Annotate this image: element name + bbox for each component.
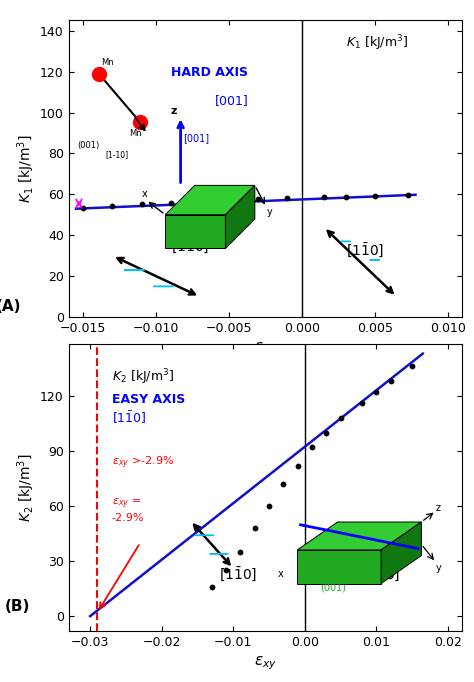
Point bbox=[237, 546, 244, 557]
X-axis label: $\varepsilon_{xy}$: $\varepsilon_{xy}$ bbox=[254, 654, 277, 672]
Text: HARD AXIS: HARD AXIS bbox=[171, 65, 248, 78]
Point bbox=[322, 427, 330, 438]
Text: EASY AXIS: EASY AXIS bbox=[112, 393, 185, 406]
Polygon shape bbox=[165, 215, 226, 248]
Text: (001): (001) bbox=[178, 230, 204, 240]
Point bbox=[251, 522, 258, 533]
Point bbox=[225, 195, 233, 206]
Text: [1$\bar{1}$0]: [1$\bar{1}$0] bbox=[171, 238, 209, 256]
Point bbox=[373, 387, 380, 398]
Point bbox=[80, 202, 87, 213]
Polygon shape bbox=[297, 522, 421, 550]
Text: $K_2\ \mathregular{[kJ/m^3]}$: $K_2\ \mathregular{[kJ/m^3]}$ bbox=[112, 367, 174, 387]
Point bbox=[337, 413, 344, 424]
Point bbox=[167, 197, 174, 208]
Text: [001]: [001] bbox=[214, 94, 248, 107]
Text: y: y bbox=[436, 563, 442, 573]
Text: Mn: Mn bbox=[101, 58, 114, 67]
Text: [1$\bar{1}$0]: [1$\bar{1}$0] bbox=[112, 410, 146, 426]
Point bbox=[358, 398, 366, 409]
Point bbox=[387, 376, 394, 387]
Text: [1$\bar{1}$0]: [1$\bar{1}$0] bbox=[219, 565, 257, 584]
Text: Mn: Mn bbox=[129, 130, 142, 138]
Text: y: y bbox=[266, 207, 272, 217]
X-axis label: $\varepsilon_{xy}$: $\varepsilon_{xy}$ bbox=[254, 340, 277, 358]
Text: (001): (001) bbox=[77, 141, 100, 150]
Text: $\varepsilon_{xy}$ =
-2.9%: $\varepsilon_{xy}$ = -2.9% bbox=[112, 496, 144, 522]
Text: z: z bbox=[170, 106, 177, 115]
Y-axis label: $K_2$ [kJ/m$^3$]: $K_2$ [kJ/m$^3$] bbox=[16, 454, 37, 522]
Text: z: z bbox=[436, 503, 441, 513]
Text: $K_1\ \mathregular{[kJ/m^3]}$: $K_1\ \mathregular{[kJ/m^3]}$ bbox=[346, 33, 408, 53]
Polygon shape bbox=[381, 522, 421, 584]
Point bbox=[342, 192, 349, 203]
Polygon shape bbox=[165, 186, 255, 215]
Point bbox=[320, 192, 328, 203]
Point bbox=[208, 581, 216, 592]
Point bbox=[280, 479, 287, 490]
Point bbox=[308, 442, 316, 453]
Text: (A): (A) bbox=[0, 299, 21, 314]
Text: [1$\bar{1}$0]: [1$\bar{1}$0] bbox=[346, 242, 384, 260]
Text: [001]: [001] bbox=[183, 134, 210, 143]
Point bbox=[294, 460, 301, 471]
Point bbox=[109, 201, 116, 211]
Text: [1$\bar{1}$0]: [1$\bar{1}$0] bbox=[362, 565, 400, 584]
Text: [1-10]: [1-10] bbox=[106, 149, 129, 159]
Point bbox=[255, 194, 262, 205]
Text: x: x bbox=[278, 569, 284, 578]
Text: (B): (B) bbox=[4, 599, 30, 614]
Text: $\varepsilon_{xy}$ >-2.9%: $\varepsilon_{xy}$ >-2.9% bbox=[112, 455, 174, 471]
Polygon shape bbox=[226, 186, 255, 248]
Point bbox=[138, 198, 146, 209]
Point bbox=[283, 193, 291, 204]
Point bbox=[371, 190, 379, 201]
Y-axis label: $K_1$ [kJ/m$^3$]: $K_1$ [kJ/m$^3$] bbox=[16, 134, 37, 203]
Point bbox=[265, 501, 273, 512]
Point bbox=[196, 196, 204, 207]
Point bbox=[404, 190, 412, 201]
Polygon shape bbox=[297, 550, 381, 584]
Point bbox=[222, 565, 230, 576]
Text: x: x bbox=[142, 189, 148, 199]
Point bbox=[408, 361, 416, 372]
Text: (001): (001) bbox=[320, 582, 346, 593]
